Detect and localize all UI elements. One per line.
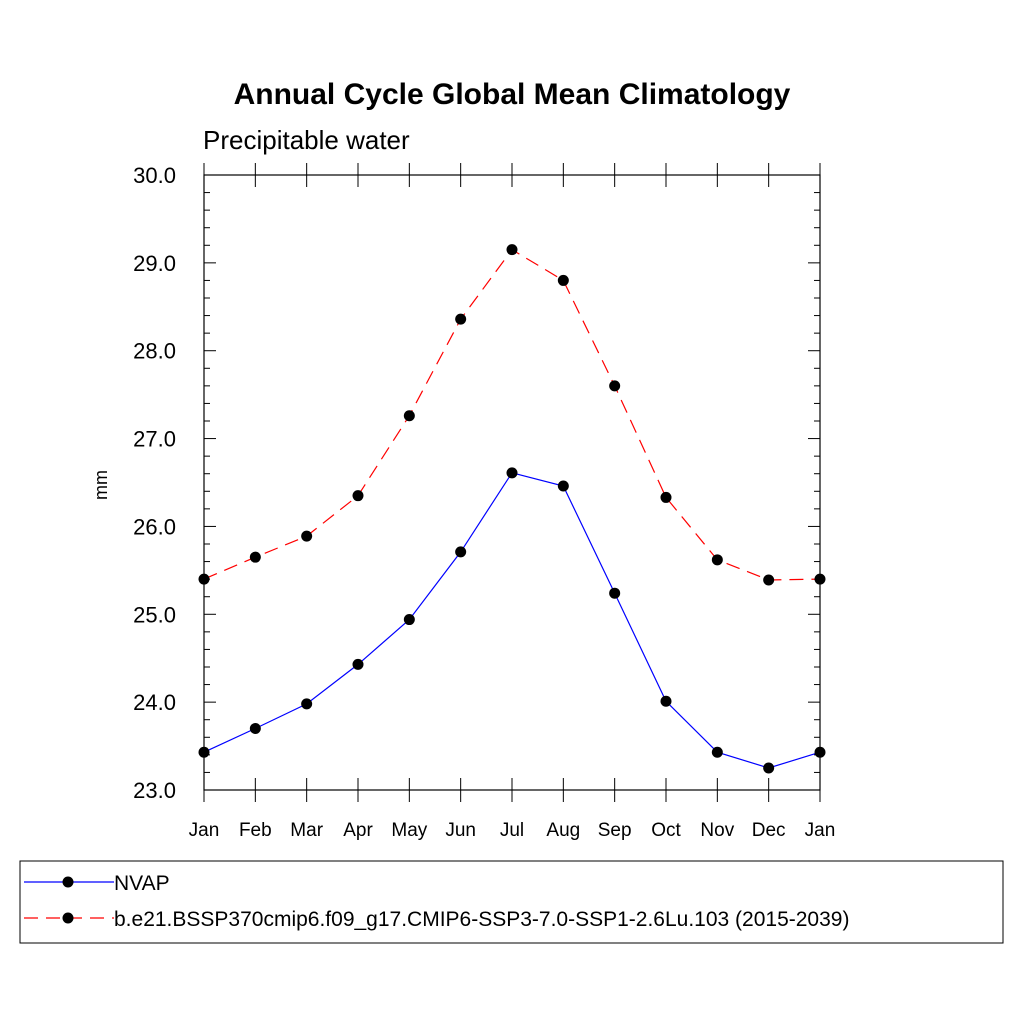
- y-tick-label: 30.0: [133, 163, 176, 188]
- data-point-series-1: [711, 746, 723, 758]
- legend-box: [19, 860, 1004, 944]
- data-point-series-2: [301, 530, 313, 542]
- data-point-series-1: [403, 614, 415, 626]
- data-point-series-1: [609, 587, 621, 599]
- x-tick-label: Oct: [651, 820, 681, 841]
- data-point-series-2: [198, 573, 210, 585]
- data-point-series-2: [249, 551, 261, 563]
- series-line-2: [203, 248, 821, 581]
- data-point-series-2: [455, 313, 467, 325]
- y-tick-label: 27.0: [133, 427, 176, 452]
- x-tick-label: Sep: [598, 820, 632, 841]
- x-tick-label: Jul: [500, 820, 524, 841]
- x-tick-label: Aug: [546, 820, 580, 841]
- data-point-series-1: [506, 467, 518, 479]
- x-tick-label: Feb: [239, 820, 272, 841]
- data-point-series-2: [609, 380, 621, 392]
- x-tick-label: Jan: [189, 820, 220, 841]
- chart-subtitle: Precipitable water: [203, 125, 410, 155]
- x-tick-label: Nov: [700, 820, 734, 841]
- data-point-series-1: [763, 762, 775, 774]
- legend: NVAP b.e21.BSSP370cmip6.f09_g17.CMIP6-SSP…: [24, 872, 849, 931]
- y-tick-label: 29.0: [133, 251, 176, 276]
- data-point-series-1: [557, 480, 569, 492]
- y-tick-label: 28.0: [133, 339, 176, 364]
- x-axis-ticks: Jan Feb Mar Apr May Jun Jul Aug Sep Oct Nov Dec Jan: [189, 163, 836, 841]
- x-tick-label: May: [391, 820, 427, 841]
- x-tick-label: Apr: [343, 820, 373, 841]
- legend-marker-1: [62, 876, 74, 888]
- y-axis-ticks: 23.0 24.0 25.0 26.0 27.0 28.0 29.0 30.0: [133, 163, 820, 803]
- x-tick-label: Dec: [752, 820, 786, 841]
- data-point-series-2: [763, 574, 775, 586]
- data-point-series-2: [814, 573, 826, 585]
- data-point-series-2: [506, 244, 518, 256]
- data-point-series-1: [352, 658, 364, 670]
- data-point-series-1: [814, 746, 826, 758]
- x-tick-label: Jun: [445, 820, 476, 841]
- data-point-series-1: [198, 746, 210, 758]
- legend-label-1: NVAP: [114, 872, 170, 895]
- x-tick-label: Mar: [290, 820, 323, 841]
- data-point-series-2: [403, 410, 415, 422]
- y-tick-label: 26.0: [133, 514, 176, 539]
- legend-label-2: b.e21.BSSP370cmip6.f09_g17.CMIP6-SSP3-7.…: [114, 908, 849, 931]
- data-point-series-2: [660, 491, 672, 503]
- data-point-series-2: [557, 274, 569, 286]
- legend-marker-2: [62, 912, 74, 924]
- data-point-series-1: [301, 698, 313, 710]
- data-point-series-1: [455, 546, 467, 558]
- chart-title: Annual Cycle Global Mean Climatology: [234, 78, 791, 111]
- x-tick-label: Jan: [805, 820, 836, 841]
- data-point-series-2: [711, 554, 723, 566]
- y-tick-label: 25.0: [133, 602, 176, 627]
- series-layer: [198, 244, 826, 774]
- data-point-series-2: [352, 490, 364, 502]
- data-point-series-1: [249, 723, 261, 734]
- series-line-1: [203, 472, 821, 769]
- y-tick-label: 23.0: [133, 778, 176, 803]
- y-axis-label: mm: [91, 470, 111, 500]
- data-point-series-1: [660, 695, 672, 707]
- plot-frame: [203, 174, 821, 791]
- y-tick-label: 24.0: [133, 690, 176, 715]
